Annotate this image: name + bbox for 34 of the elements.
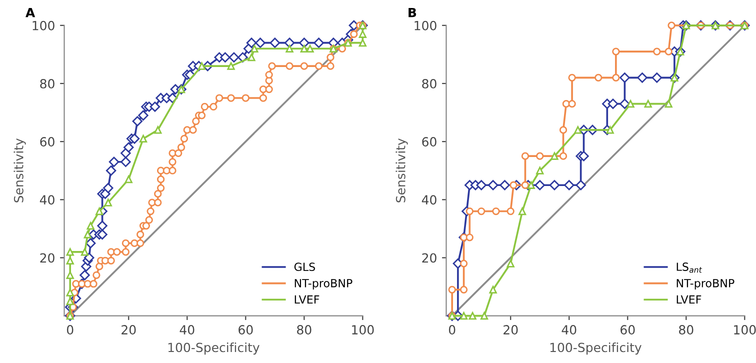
x-tick-label: 0 — [448, 325, 456, 335]
x-tick-label: 60 — [238, 325, 253, 335]
x-tick-label: 20 — [122, 325, 136, 335]
y-tick-label: 60 — [422, 137, 436, 146]
y-tick-label: 80 — [422, 78, 436, 88]
y-tick-label: 60 — [40, 137, 54, 146]
legend-label: NT-proBNP — [676, 279, 734, 290]
x-tick-label: 40 — [180, 325, 194, 335]
y-tick-label: 80 — [40, 78, 54, 88]
y-tick-label: 40 — [40, 195, 54, 205]
y-tick-label: 20 — [422, 253, 436, 263]
x-tick-label: 20 — [504, 325, 518, 335]
y-tick-label: 100 — [32, 20, 54, 30]
x-tick-label: 0 — [66, 325, 74, 335]
chart-title: A — [26, 8, 36, 18]
y-tick-label: 40 — [422, 195, 436, 205]
y-axis-title: Sensitivity — [14, 138, 26, 202]
legend-label: GLS — [294, 262, 316, 272]
chart-title: B — [408, 8, 416, 18]
legend-label: LVEF — [676, 295, 702, 304]
x-tick-label: 100 — [352, 325, 374, 335]
x-tick-label: 40 — [562, 325, 576, 335]
legend-label: NT-proBNP — [294, 279, 352, 290]
y-tick-label: 100 — [414, 20, 436, 30]
x-tick-label: 100 — [734, 325, 756, 335]
y-axis-title: Sensitivity — [396, 138, 408, 202]
legend-label: LS$_{ant}$ — [676, 262, 702, 273]
x-axis-title: 100-Specificity — [550, 342, 642, 355]
x-tick-label: 80 — [679, 325, 694, 335]
x-tick-label: 60 — [620, 325, 635, 335]
legend-label: LVEF — [294, 295, 320, 304]
x-axis-title: 100-Specificity — [168, 342, 260, 355]
y-tick-label: 20 — [40, 253, 54, 263]
x-tick-label: 80 — [297, 325, 312, 335]
